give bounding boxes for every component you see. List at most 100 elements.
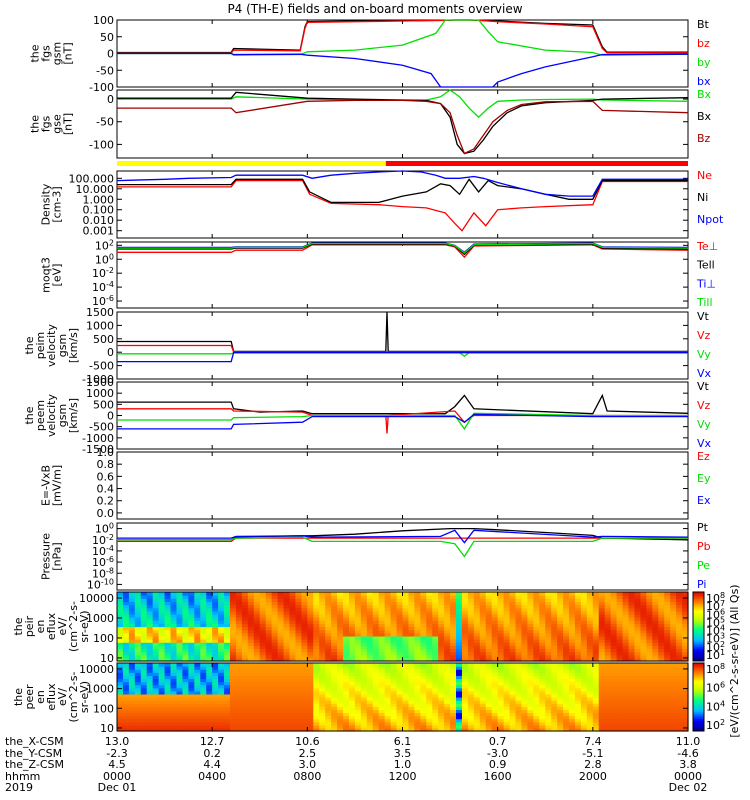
spectrogram-cell — [396, 690, 404, 695]
spectrogram-cell — [140, 727, 148, 732]
spectrogram-cell — [253, 610, 261, 615]
spectrogram-cell — [652, 601, 659, 606]
spectrogram-cell — [676, 645, 683, 650]
spectrogram-cell — [325, 645, 332, 650]
spectrogram-cell — [218, 626, 225, 631]
spectrogram-cell — [497, 635, 505, 640]
spectrogram-cell — [170, 690, 178, 695]
spectrogram-cell — [503, 718, 511, 723]
spectrogram-cell — [134, 669, 142, 673]
spectrogram-cell — [521, 675, 529, 680]
spectrogram-cell — [348, 617, 356, 621]
colorbar-swatch — [693, 626, 704, 629]
spectrogram-cell — [277, 639, 285, 643]
spectrogram-cell — [450, 620, 457, 624]
spectrogram-cell — [456, 645, 463, 650]
spectrogram-cell — [158, 684, 166, 689]
spectrogram-cell — [277, 620, 285, 624]
spectrogram-cell — [277, 666, 285, 670]
spectrogram-cell — [563, 678, 570, 683]
colorbar-swatch — [693, 654, 704, 657]
spectrogram-cell — [491, 604, 499, 609]
spectrogram-cell — [140, 678, 148, 683]
spectrogram-cell — [372, 666, 380, 670]
spectrogram-cell — [682, 697, 689, 701]
spectrogram-cell — [241, 607, 249, 612]
spectrogram-cell — [503, 632, 511, 637]
y-tick-label: 10-10 — [87, 577, 114, 591]
spectrogram-cell — [682, 715, 689, 720]
spectrogram-cell — [664, 592, 671, 596]
spectrogram-cell — [319, 620, 326, 624]
spectrogram-cell — [640, 718, 647, 723]
spectrogram-cell — [158, 645, 166, 650]
spectrogram-cell — [479, 645, 487, 650]
spectrogram-cell — [354, 712, 362, 717]
spectrogram-cell — [182, 642, 189, 646]
spectrogram-cell — [557, 706, 564, 710]
spectrogram-cell — [592, 626, 600, 631]
spectrogram-cell — [134, 727, 142, 732]
spectrogram-cell — [206, 648, 213, 653]
y-tick-label: 1000 — [86, 683, 114, 696]
spectrogram-cell — [569, 604, 576, 609]
spectrogram-cell — [682, 721, 689, 726]
spectrogram-cell — [283, 669, 291, 673]
spectrogram-cell — [610, 623, 618, 628]
spectrogram-cell — [295, 678, 302, 683]
spectrogram-cell — [158, 715, 166, 720]
spectrogram-cell — [432, 690, 439, 695]
spectrogram-cell — [265, 620, 273, 624]
spectrogram-cell — [652, 592, 659, 596]
spectrogram-cell — [676, 718, 683, 723]
y-tick-label: 1000 — [86, 319, 114, 332]
spectrogram-cell — [117, 678, 124, 683]
spectrogram-cell — [646, 617, 653, 621]
spectrogram-cell — [533, 709, 540, 714]
spectrogram-cell — [420, 592, 427, 596]
spectrogram-cell — [265, 598, 273, 603]
spectrogram-cell — [307, 648, 314, 653]
spectrogram-cell — [224, 651, 231, 656]
spectrogram-cell — [574, 706, 582, 710]
spectrogram-cell — [580, 607, 588, 612]
spectrogram-cell — [271, 604, 279, 609]
spectrogram-cell — [438, 675, 445, 680]
spectrogram-cell — [325, 706, 332, 710]
colorbar-swatch — [693, 600, 704, 603]
spectrogram-cell — [426, 675, 433, 680]
spectrogram-cell — [402, 620, 410, 624]
spectrogram-cell — [188, 626, 195, 631]
spectrogram-cell — [128, 598, 136, 603]
spectrogram-cell — [170, 669, 178, 673]
spectrogram-cell — [527, 663, 534, 667]
spectrogram-cell — [182, 684, 189, 689]
spectrogram-cell — [521, 669, 529, 673]
spectrogram-cell — [378, 635, 386, 640]
spectrogram-cell — [331, 651, 338, 656]
spectrogram-cell — [450, 672, 457, 676]
spectrogram-cell — [182, 604, 189, 609]
spectrogram-cell — [200, 639, 207, 643]
spectrogram-cell — [235, 678, 243, 683]
spectrogram-cell — [473, 657, 481, 662]
spectrogram-cell — [152, 604, 160, 609]
spectrogram-cell — [574, 666, 582, 670]
spectrogram-cell — [658, 635, 665, 640]
spectrogram-cell — [396, 635, 404, 640]
spectrogram-cell — [527, 601, 534, 606]
spectrogram-cell — [628, 620, 636, 624]
spectrogram-cell — [337, 693, 344, 698]
spectrogram-cell — [307, 651, 314, 656]
spectrogram-cell — [473, 718, 481, 723]
spectrogram-cell — [456, 617, 463, 621]
spectrogram-cell — [271, 687, 279, 692]
spectrogram-cell — [652, 700, 659, 704]
spectrogram-cell — [396, 657, 404, 662]
spectrogram-cell — [533, 690, 540, 695]
spectrogram-cell — [331, 721, 338, 726]
spectrogram-cell — [325, 642, 332, 646]
spectrogram-cell — [259, 706, 267, 710]
x-axis-value: 11.0 — [676, 735, 701, 748]
spectrogram-cell — [390, 690, 398, 695]
